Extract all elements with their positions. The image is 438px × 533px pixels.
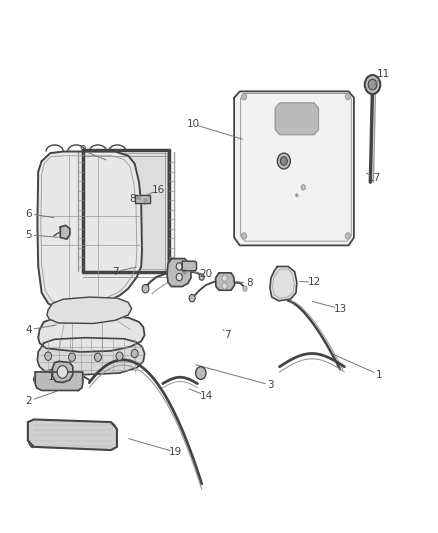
Circle shape [365,75,380,94]
Polygon shape [275,103,318,135]
Circle shape [176,273,182,281]
Text: 7: 7 [112,267,119,277]
Polygon shape [85,153,167,269]
Polygon shape [270,266,297,301]
Polygon shape [53,361,73,383]
Circle shape [280,157,287,165]
Polygon shape [167,259,191,287]
Circle shape [131,349,138,358]
Circle shape [222,283,227,289]
Circle shape [301,185,305,190]
Circle shape [45,352,52,360]
Text: 11: 11 [377,69,390,79]
Text: 3: 3 [268,380,274,390]
Text: 8: 8 [246,278,253,288]
Circle shape [68,353,75,361]
Text: 9: 9 [79,146,86,156]
Circle shape [345,233,350,239]
Text: 6: 6 [25,209,32,219]
Polygon shape [38,315,145,352]
Text: 14: 14 [199,391,213,401]
Polygon shape [182,261,197,271]
Circle shape [33,376,39,383]
Circle shape [142,285,149,293]
Text: 15: 15 [48,372,61,382]
Text: 10: 10 [187,119,200,129]
Circle shape [241,233,247,239]
Circle shape [199,274,204,280]
Text: 19: 19 [169,447,182,457]
Polygon shape [47,297,132,324]
Circle shape [137,196,141,200]
Text: 8: 8 [129,194,136,204]
Text: 12: 12 [307,277,321,287]
Text: 17: 17 [368,173,381,183]
Polygon shape [37,338,145,375]
Polygon shape [28,419,117,450]
Circle shape [182,269,187,274]
Polygon shape [134,195,150,203]
Polygon shape [234,91,354,245]
Polygon shape [60,225,70,239]
Circle shape [189,294,195,302]
Text: 1: 1 [376,369,382,379]
Circle shape [345,93,350,100]
Circle shape [144,198,147,203]
Circle shape [277,153,290,169]
Text: 4: 4 [25,325,32,335]
Circle shape [95,353,101,361]
Text: 16: 16 [152,185,165,195]
Circle shape [241,93,247,100]
Circle shape [222,275,227,281]
Circle shape [57,366,67,378]
Circle shape [176,263,182,270]
Text: 7: 7 [224,330,231,340]
Polygon shape [35,372,83,391]
Text: 5: 5 [25,230,32,240]
Circle shape [368,79,377,90]
Circle shape [296,193,298,197]
Polygon shape [215,273,235,290]
Polygon shape [37,151,142,306]
Circle shape [116,352,123,360]
Text: 13: 13 [333,304,347,314]
Circle shape [196,367,206,379]
Circle shape [243,286,247,292]
Text: 20: 20 [199,269,212,279]
Text: 2: 2 [25,396,32,406]
